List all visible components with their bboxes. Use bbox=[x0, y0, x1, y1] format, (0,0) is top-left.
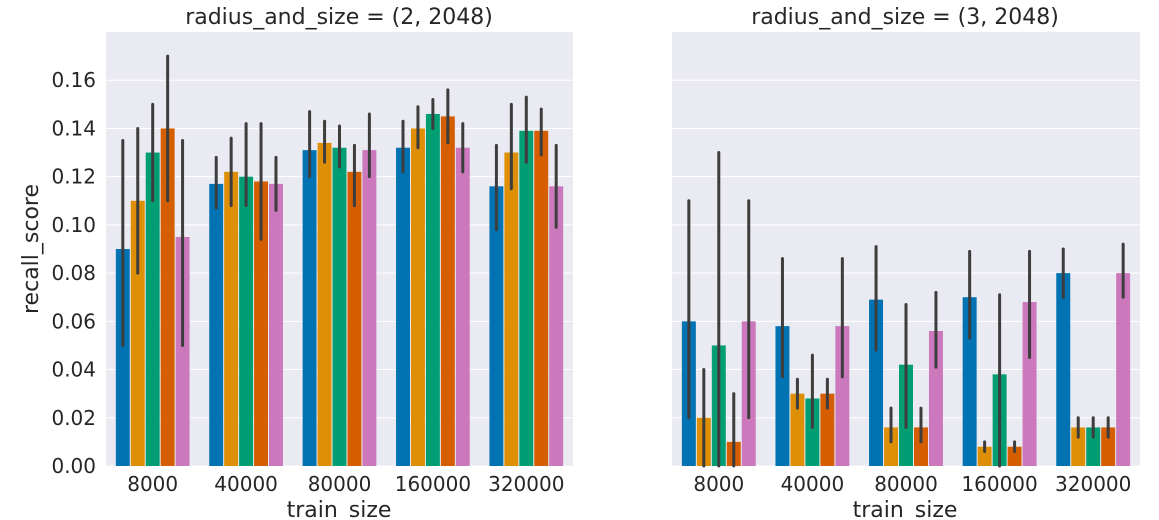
bar bbox=[1007, 446, 1022, 466]
y-tick-label: 0.04 bbox=[51, 358, 96, 382]
bar bbox=[962, 297, 977, 466]
x-tick-label: 8000 bbox=[127, 472, 178, 496]
bar bbox=[549, 186, 564, 467]
bar bbox=[1022, 302, 1037, 466]
bar bbox=[269, 183, 283, 466]
x-tick-label: 40000 bbox=[781, 472, 845, 496]
bar bbox=[175, 236, 190, 466]
x-tick-label: 40000 bbox=[214, 472, 278, 496]
bar bbox=[425, 113, 440, 466]
bar bbox=[790, 393, 805, 466]
bar bbox=[130, 200, 145, 466]
right-panel-title: radius_and_size = (3, 2048) bbox=[751, 5, 1059, 30]
bar bbox=[1056, 273, 1071, 466]
left-panel-title: radius_and_size = (2, 2048) bbox=[185, 5, 493, 30]
bar bbox=[504, 152, 519, 467]
bar bbox=[928, 330, 943, 466]
x-tick-label: 80000 bbox=[874, 472, 938, 496]
x-tick-label: 160000 bbox=[395, 472, 471, 496]
x-tick-label: 160000 bbox=[961, 472, 1037, 496]
bar bbox=[835, 326, 850, 466]
bar bbox=[1086, 427, 1101, 466]
y-tick-label: 0.06 bbox=[51, 309, 96, 333]
bar bbox=[913, 427, 928, 466]
y-tick-label: 0.14 bbox=[51, 116, 96, 140]
bar bbox=[534, 130, 549, 466]
bar bbox=[362, 150, 377, 466]
bar bbox=[145, 152, 160, 467]
y-tick-label: 0.16 bbox=[51, 68, 96, 92]
y-tick-label: 0.00 bbox=[51, 454, 96, 478]
right-panel: radius_and_size = (3, 2048) train_size 8… bbox=[672, 5, 1140, 520]
bar bbox=[977, 446, 992, 466]
x-tick-label: 320000 bbox=[1055, 472, 1131, 496]
y-tick-label: 0.08 bbox=[51, 261, 96, 285]
x-tick-label: 80000 bbox=[308, 472, 372, 496]
left-panel-x-axis-label: train_size bbox=[287, 498, 392, 520]
bar bbox=[317, 142, 332, 466]
bar bbox=[302, 150, 317, 466]
bar bbox=[440, 116, 455, 466]
bar bbox=[1116, 273, 1131, 466]
bar bbox=[869, 299, 884, 466]
left-panel: radius_and_size = (2, 2048) train_size r… bbox=[19, 5, 573, 520]
bar bbox=[820, 393, 835, 466]
x-tick-label: 320000 bbox=[488, 472, 564, 496]
bar bbox=[775, 326, 790, 466]
bar bbox=[455, 147, 470, 466]
bar bbox=[209, 183, 224, 466]
bar bbox=[254, 181, 269, 466]
bar bbox=[805, 398, 820, 466]
bar bbox=[224, 171, 239, 466]
bar bbox=[347, 171, 362, 466]
bar bbox=[115, 249, 130, 466]
bar bbox=[396, 147, 410, 466]
left-panel-y-axis-label: recall_score bbox=[19, 184, 44, 314]
bar bbox=[884, 427, 899, 466]
right-panel-x-axis-label: train_size bbox=[853, 498, 958, 520]
bar bbox=[239, 176, 254, 466]
y-tick-label: 0.10 bbox=[51, 213, 96, 237]
bar bbox=[1101, 427, 1116, 466]
y-tick-label: 0.12 bbox=[51, 165, 96, 189]
x-tick-label: 8000 bbox=[693, 472, 744, 496]
bar bbox=[332, 147, 347, 466]
bar bbox=[410, 128, 425, 466]
bar bbox=[519, 130, 534, 466]
y-tick-label: 0.02 bbox=[51, 406, 96, 430]
bar bbox=[160, 128, 175, 466]
bar bbox=[489, 186, 504, 467]
bar bbox=[1071, 427, 1086, 466]
